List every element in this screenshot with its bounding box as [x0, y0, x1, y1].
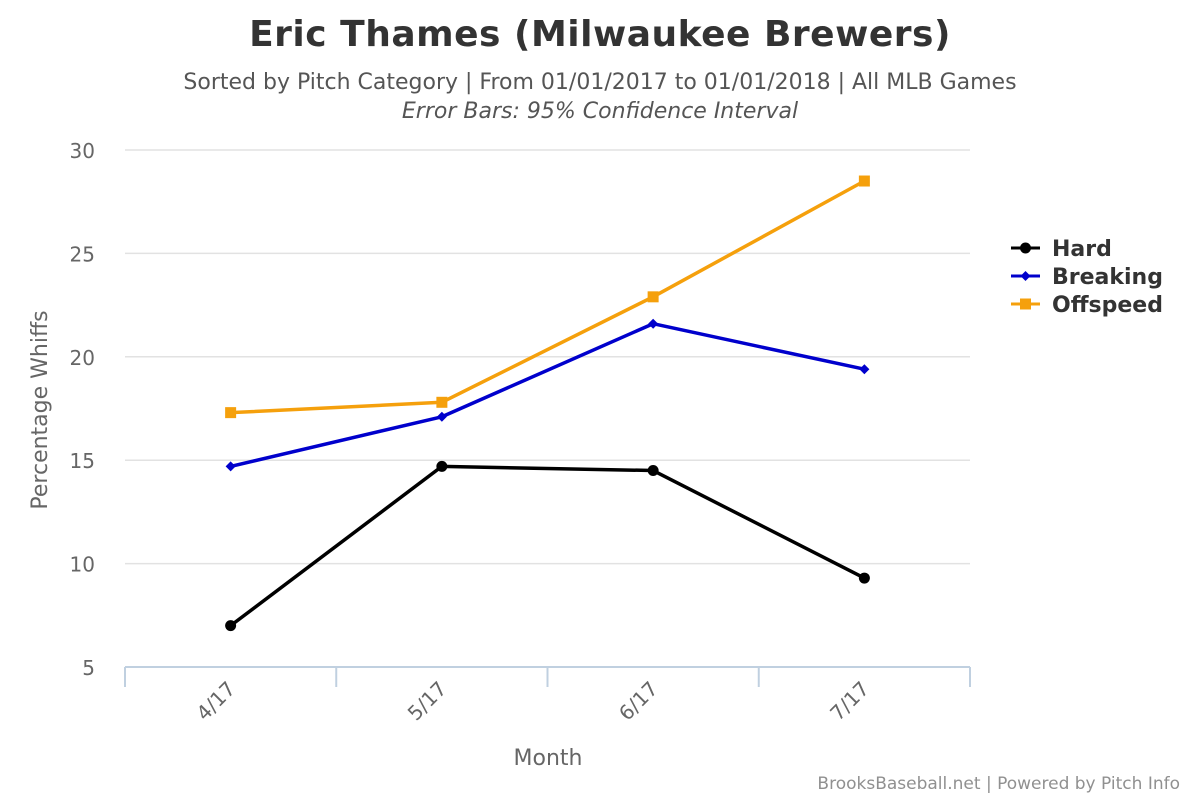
legend-label: Breaking	[1052, 265, 1163, 290]
data-point	[859, 364, 870, 375]
x-tick-label: 7/17	[825, 677, 874, 726]
data-point	[858, 572, 870, 584]
series-offspeed	[225, 175, 870, 419]
credits[interactable]: BrooksBaseball.net | Powered by Pitch In…	[817, 774, 1180, 794]
series-hard	[225, 460, 870, 632]
legend-marker	[1020, 298, 1031, 310]
data-point	[648, 318, 659, 329]
series-line	[229, 464, 866, 628]
y-tick-label: 15	[70, 449, 95, 473]
legend-marker	[1020, 271, 1031, 281]
data-point	[647, 291, 659, 303]
data-point	[436, 460, 448, 472]
data-point	[436, 411, 447, 422]
x-tick-label: 5/17	[403, 677, 452, 726]
data-point	[225, 461, 236, 472]
data-point	[647, 465, 659, 477]
series-line	[230, 321, 865, 469]
legend-marker	[1020, 242, 1031, 254]
chart-note: Error Bars: 95% Confidence Interval	[401, 99, 799, 124]
legend-label: Offspeed	[1052, 293, 1163, 318]
x-axis-label: Month	[514, 746, 583, 771]
y-tick-label: 25	[70, 242, 95, 266]
legend-item-offspeed: Offspeed	[1011, 293, 1163, 318]
data-point	[225, 407, 237, 419]
data-point	[858, 175, 870, 187]
y-tick-label: 5	[82, 656, 95, 680]
y-tick-label: 10	[70, 553, 95, 577]
y-tick-label: 30	[70, 139, 95, 163]
y-axis-label: Percentage Whiffs	[28, 310, 53, 509]
data-point	[436, 396, 448, 408]
x-tick-label: 4/17	[191, 677, 240, 726]
chart-subtitle: Sorted by Pitch Category | From 01/01/20…	[183, 70, 1017, 95]
legend-item-breaking: Breaking	[1011, 265, 1163, 290]
x-tick-label: 6/17	[614, 677, 663, 726]
series-line	[230, 179, 866, 415]
series-breaking	[225, 318, 870, 472]
legend-label: Hard	[1052, 237, 1112, 262]
y-tick-label: 20	[70, 346, 95, 370]
data-point	[225, 620, 237, 632]
legend-item-hard: Hard	[1011, 237, 1112, 262]
chart-title: Eric Thames (Milwaukee Brewers)	[249, 14, 951, 55]
